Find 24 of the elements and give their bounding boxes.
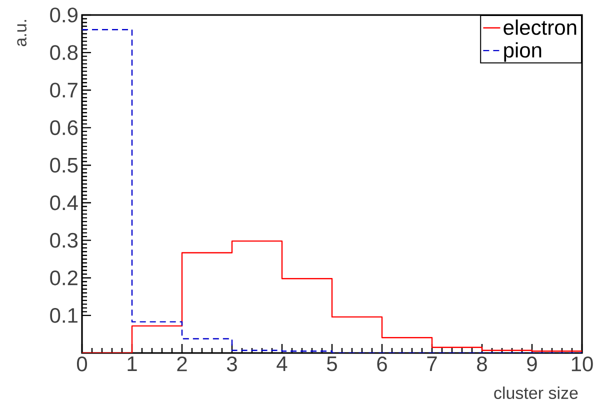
x-tick-label: 8: [477, 356, 487, 372]
x-tick-label: 7: [427, 356, 437, 371]
x-tick-label: 3: [226, 356, 237, 372]
x-tick-label: 9: [527, 356, 537, 372]
x-tick-label: 0: [76, 356, 88, 372]
x-tick-label: 2: [177, 356, 187, 372]
x-tick-label: 1: [128, 356, 137, 371]
y-tick-label: 0.8: [50, 45, 78, 60]
x-tick-label: 5: [327, 356, 337, 372]
y-tick-label: 0.9: [50, 8, 78, 22]
y-tick-label: 0.6: [50, 120, 78, 136]
x-axis-title: cluster size: [494, 386, 578, 400]
y-tick-label: 0.3: [50, 232, 78, 248]
y-tick-label: 0.1: [50, 308, 78, 323]
legend-label: pion: [504, 42, 542, 62]
y-tick-label: 0.4: [50, 195, 78, 210]
y-tick-label: 0.2: [50, 270, 78, 286]
x-tick-label: 4: [276, 356, 288, 371]
x-tick-label: 6: [377, 356, 387, 372]
y-tick-label: 0.5: [50, 158, 78, 173]
x-tick-label: 10: [572, 356, 593, 372]
y-tick-label: 0.7: [50, 82, 78, 98]
y-axis-title: a.u.: [17, 20, 26, 46]
legend-label: electron: [504, 19, 576, 35]
